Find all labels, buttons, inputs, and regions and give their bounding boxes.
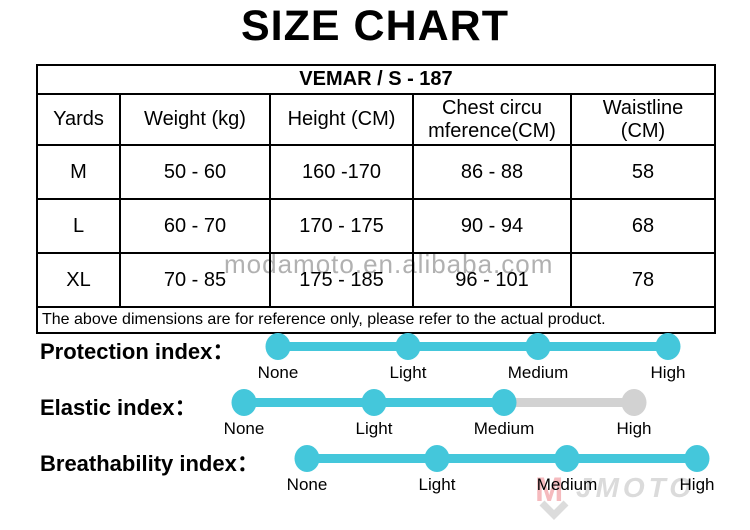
protection-index-slider: None Light Medium High: [258, 333, 685, 382]
slider-segment: [307, 454, 438, 463]
cell-height: 170 - 175: [269, 198, 414, 254]
slider-segment: [436, 454, 568, 463]
size-table: VEMAR / S - 187 Yards Weight (kg) Height…: [36, 64, 716, 334]
table-header-row: Yards Weight (kg) Height (CM) Chest circ…: [36, 93, 716, 146]
slider-segment: [244, 398, 375, 407]
slider-dot-medium: [554, 445, 580, 472]
level-label-high: High: [679, 475, 715, 494]
table-title: VEMAR / S - 187: [36, 64, 716, 95]
slider-dot-none: [265, 333, 291, 360]
elastic-index-label: Elastic index：: [40, 395, 197, 420]
level-label-high: High: [650, 363, 686, 382]
level-label-high: High: [616, 419, 652, 438]
slider-dot-high: [684, 445, 710, 472]
cell-weight: 50 - 60: [119, 144, 271, 200]
slider-dot-light: [361, 389, 387, 416]
slider-dot-medium: [491, 389, 517, 416]
cell-chest: 86 - 88: [412, 144, 572, 200]
page-title: SIZE CHART: [241, 2, 509, 50]
cell-chest: 96 - 101: [412, 252, 572, 308]
slider-dot-none: [294, 445, 320, 472]
cell-weight: 70 - 85: [119, 252, 271, 308]
table-row-l: L 60 - 70 170 - 175 90 - 94 68: [36, 198, 716, 254]
cell-yards: L: [36, 198, 121, 254]
slider-segment: [537, 342, 668, 351]
cell-height: 175 - 185: [269, 252, 414, 308]
column-header-yards: Yards: [36, 93, 121, 146]
breathability-index-slider: None Light Medium High: [287, 445, 714, 494]
level-label-none: None: [257, 363, 299, 382]
slider-dot-light: [424, 445, 450, 472]
elastic-index-slider: None Light Medium High: [224, 389, 651, 438]
cell-waist: 58: [570, 144, 716, 200]
table-row-xl: XL 70 - 85 175 - 185 96 - 101 78: [36, 252, 716, 308]
slider-dot-high: [655, 333, 681, 360]
protection-index-label: Protection index：: [40, 339, 235, 364]
level-label-light: Light: [355, 419, 393, 438]
cell-yards: M: [36, 144, 121, 200]
table-note-row: The above dimensions are for reference o…: [36, 306, 716, 334]
slider-dot-light: [395, 333, 421, 360]
level-label-medium: Medium: [507, 363, 569, 382]
slider-segment: [566, 454, 697, 463]
level-label-none: None: [223, 419, 265, 438]
cell-height: 160 -170: [269, 144, 414, 200]
column-header-weight: Weight (kg): [119, 93, 271, 146]
table-note: The above dimensions are for reference o…: [36, 306, 716, 334]
slider-dot-medium: [525, 333, 551, 360]
column-header-chest: Chest circu mference(CM): [412, 93, 572, 146]
slider-dot-none: [231, 389, 257, 416]
table-title-row: VEMAR / S - 187: [36, 64, 716, 95]
table-row-m: M 50 - 60 160 -170 86 - 88 58: [36, 144, 716, 200]
slider-segment: [503, 398, 634, 407]
level-label-light: Light: [389, 363, 427, 382]
slider-segment: [278, 342, 409, 351]
column-header-waistline: Waistline (CM): [570, 93, 716, 146]
cell-weight: 60 - 70: [119, 198, 271, 254]
cell-chest: 90 - 94: [412, 198, 572, 254]
slider-segment: [407, 342, 539, 351]
level-label-medium: Medium: [473, 419, 535, 438]
cell-yards: XL: [36, 252, 121, 308]
slider-dot-high: [621, 389, 647, 416]
cell-waist: 78: [570, 252, 716, 308]
cell-waist: 68: [570, 198, 716, 254]
column-header-height: Height (CM): [269, 93, 414, 146]
level-label-medium: Medium: [536, 475, 598, 494]
slider-segment: [373, 398, 505, 407]
level-label-none: None: [286, 475, 328, 494]
breathability-index-label: Breathability index：: [40, 451, 259, 476]
level-label-light: Light: [418, 475, 456, 494]
